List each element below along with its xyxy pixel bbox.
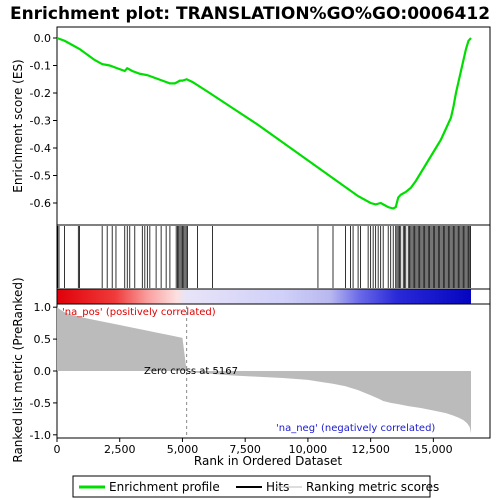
- chart-title: Enrichment plot: TRANSLATION%GO%GO:00064…: [10, 4, 490, 24]
- es-ytick-label: -0.6: [30, 197, 51, 210]
- x-tick-label: 7,500: [229, 443, 261, 456]
- x-tick-label: 5,000: [167, 443, 199, 456]
- rank-ytick-label: 0.0: [34, 365, 52, 378]
- x-tick-label: 0: [54, 443, 61, 456]
- x-axis: 0 2,500 5,000 7,500 10,000 12,500 15,000: [54, 438, 453, 456]
- ranking-yaxis: 1.0 0.5 0.0 -0.5 -1.0: [30, 301, 57, 442]
- es-ytick-label: 0.0: [34, 32, 52, 45]
- x-tick-label: 2,500: [104, 443, 136, 456]
- x-tick-label: 15,000: [414, 443, 453, 456]
- zero-cross-label: Zero cross at 5167: [144, 366, 238, 377]
- legend-enrichment-label: Enrichment profile: [109, 480, 220, 494]
- ranking-metric-area: [57, 307, 471, 434]
- ranking-panel: 1.0 0.5 0.0 -0.5 -1.0 'na_pos' (positively c…: [11, 277, 491, 463]
- x-axis-label: Rank in Ordered Dataset: [194, 454, 342, 468]
- enrichment-profile-line: [56, 36, 472, 210]
- hit-marks: [57, 226, 471, 288]
- hits-panel-frame: [56, 224, 491, 290]
- enrichment-panel-frame: [56, 26, 491, 226]
- ranking-ylabel: Ranked list metric (PreRanked): [11, 277, 25, 462]
- legend: Enrichment profile Hits Ranking metric s…: [72, 475, 439, 498]
- rank-ytick-label: -0.5: [30, 397, 51, 410]
- ranking-color-bar: [56, 288, 491, 305]
- x-tick-label: 12,500: [351, 443, 390, 456]
- hits-panel: [56, 224, 491, 290]
- es-ytick-label: -0.3: [30, 115, 51, 128]
- es-ytick-label: -0.5: [30, 170, 51, 183]
- legend-ranking-label: Ranking metric scores: [306, 480, 439, 494]
- es-ytick-label: -0.4: [30, 142, 51, 155]
- enrichment-yaxis: 0.0 -0.1 -0.2 -0.3 -0.4 -0.5 -0.6: [30, 32, 57, 210]
- es-ytick-label: -0.1: [30, 60, 51, 73]
- enrichment-ylabel: Enrichment score (ES): [11, 59, 25, 192]
- pos-label: 'na_pos' (positively correlated): [62, 307, 216, 318]
- ranking-gradient: [57, 289, 471, 304]
- rank-ytick-label: -1.0: [30, 429, 51, 442]
- es-ytick-label: -0.2: [30, 87, 51, 100]
- enrichment-panel: 0.0 -0.1 -0.2 -0.3 -0.4 -0.5 -0.6 Enrichment s…: [11, 26, 491, 226]
- x-tick-label: 10,000: [289, 443, 328, 456]
- neg-label: 'na_neg' (negatively correlated): [276, 423, 435, 434]
- rank-ytick-label: 0.5: [34, 333, 52, 346]
- rank-ytick-label: 1.0: [34, 301, 52, 314]
